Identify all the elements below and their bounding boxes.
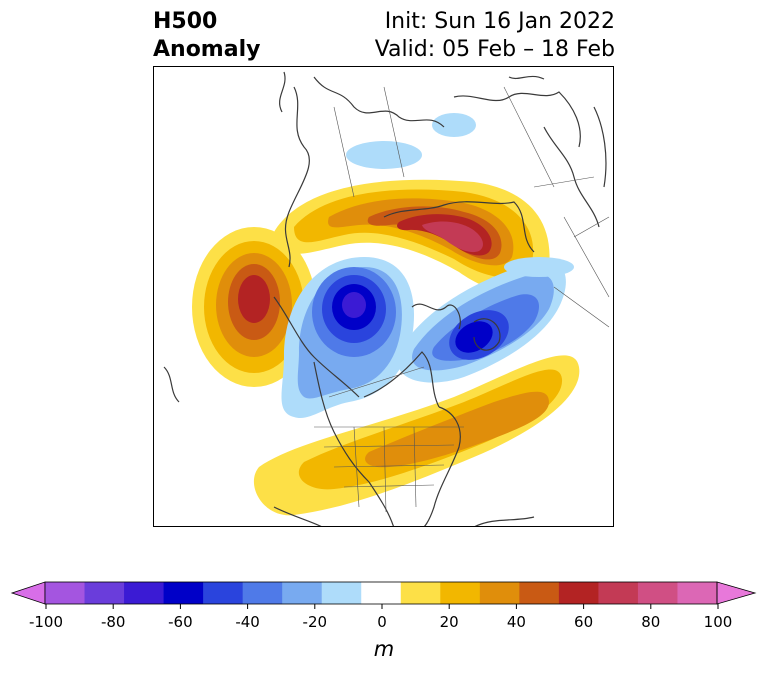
ridge-siberia [274, 179, 550, 294]
colorbar-segment [84, 582, 125, 604]
colorbar-segment [203, 582, 244, 604]
colorbar-tick-label: 80 [641, 613, 661, 631]
title-type: Anomaly [153, 37, 261, 62]
title-variable: H500 [153, 9, 218, 34]
colorbar-tick-label: 60 [574, 613, 594, 631]
map-title: H500 Anomaly [153, 8, 260, 64]
colorbar-svg [10, 581, 757, 609]
valid-range: Valid: 05 Feb – 18 Feb [374, 37, 615, 62]
colorbar-segment [440, 582, 481, 604]
colorbar-tick-label: 20 [439, 613, 459, 631]
trough-arctic [281, 257, 415, 419]
colorbar-segment [558, 582, 599, 604]
borders [314, 86, 610, 513]
map-svg [154, 71, 610, 526]
colorbar-tick-label: -20 [302, 613, 328, 631]
colorbar-tick-label: 40 [506, 613, 526, 631]
colorbar-segment [400, 582, 441, 604]
anomaly-map [153, 66, 614, 527]
colorbar-segment [124, 582, 165, 604]
colorbar-segment [321, 582, 362, 604]
colorbar-tick-label: -80 [100, 613, 126, 631]
colorbar-segment [242, 582, 283, 604]
colorbar-segment [361, 582, 402, 604]
colorbar-arrow-max [716, 581, 757, 605]
colorbar-segment [598, 582, 639, 604]
ridge-pacific [192, 227, 316, 387]
init-date: Init: Sun 16 Jan 2022 [384, 9, 615, 34]
colorbar-segment [163, 582, 204, 604]
map-dates: Init: Sun 16 Jan 2022 Valid: 05 Feb – 18… [375, 8, 615, 64]
colorbar-border [44, 581, 718, 605]
colorbar-segment [479, 582, 520, 604]
colorbar-arrow-min [10, 581, 46, 605]
colorbar-segment [45, 582, 86, 604]
colorbar-tick-label: 100 [703, 613, 733, 631]
colorbar-segment [677, 582, 718, 604]
colorbar-tick-label: -40 [235, 613, 260, 631]
colorbar-segment [637, 582, 678, 604]
colorbar-segment [282, 582, 323, 604]
colorbar-segment [519, 582, 560, 604]
trough-greenland [397, 260, 566, 383]
colorbar-unit: m [373, 637, 395, 661]
colorbar-tick-label: -60 [168, 613, 193, 631]
ridge-atlantic [253, 355, 580, 516]
colorbar-tick-label: 0 [377, 613, 387, 631]
colorbar: -100 -80 -60 -40 -20 0 20 40 60 80 100 m [0, 575, 768, 673]
colorbar-tick-label: -100 [28, 613, 64, 631]
trough-europe [346, 113, 574, 277]
